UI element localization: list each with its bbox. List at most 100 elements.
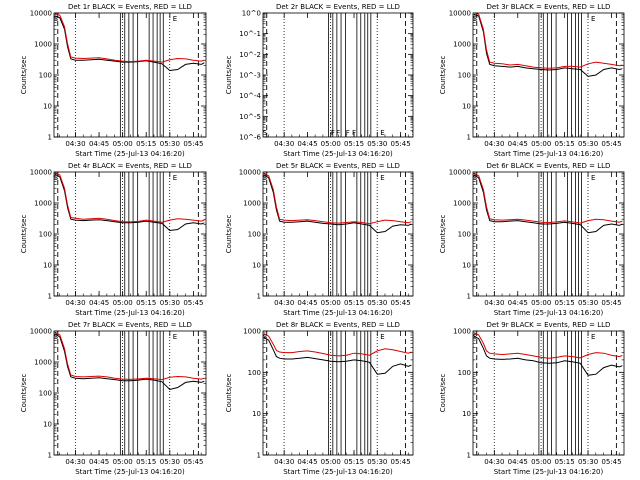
- x-tick-label: 04:30: [274, 140, 294, 148]
- segment-flag: S: [54, 333, 59, 341]
- x-tick-label: 05:30: [578, 458, 598, 466]
- lld-series-line: [54, 172, 205, 223]
- lld-series-line: [263, 172, 412, 225]
- x-tick-label: 04:30: [274, 458, 294, 466]
- x-tick-label: 05:15: [136, 458, 156, 466]
- y-axis-label: Counts/sec: [20, 56, 28, 95]
- plot-frame: [262, 330, 414, 456]
- events-series-line: [473, 174, 623, 234]
- x-tick-label: 04:45: [297, 299, 317, 307]
- y-tick-label: 10^-2: [239, 51, 261, 59]
- x-tick-label: 05:15: [555, 140, 575, 148]
- y-tick-label: 100: [458, 369, 471, 377]
- x-tick-label: 04:45: [297, 458, 317, 466]
- segment-flag: S: [54, 15, 59, 23]
- y-tick-label: 1000: [453, 41, 471, 49]
- x-tick-label: 05:45: [601, 458, 621, 466]
- y-axis-label: Counts/sec: [20, 215, 28, 254]
- detector-panel: Det 4r BLACK = Events, RED = LLD Counts/s…: [20, 162, 207, 317]
- x-tick-label: 04:30: [274, 299, 294, 307]
- segment-flag: F: [336, 129, 340, 137]
- lld-series-line: [473, 172, 623, 224]
- y-tick-label: 1: [467, 293, 471, 301]
- segment-flag: E: [380, 333, 384, 341]
- x-tick-label: 05:15: [555, 458, 575, 466]
- panel-title: Det 7r BLACK = Events, RED = LLD: [68, 321, 192, 329]
- x-tick-label: 04:45: [508, 458, 528, 466]
- segment-flag: S: [263, 333, 268, 341]
- x-tick-label: 04:45: [89, 458, 109, 466]
- y-tick-label: 10^0: [242, 10, 261, 18]
- events-series-line: [263, 174, 412, 234]
- x-tick-label: 04:30: [484, 458, 504, 466]
- lld-series-line: [473, 332, 623, 359]
- x-tick-label: 05:15: [344, 458, 364, 466]
- segment-flag: F: [346, 129, 350, 137]
- segment-flag: E: [591, 15, 595, 23]
- segment-flag: S: [263, 174, 268, 182]
- events-series-line: [473, 13, 623, 77]
- y-tick-label: 10^-5: [239, 113, 261, 121]
- y-tick-label: 1: [48, 452, 52, 460]
- lld-series-line: [54, 13, 205, 63]
- x-axis-label: Start Time (25-Jul-13 04:16:20): [283, 150, 393, 158]
- x-tick-label: 05:00: [113, 458, 133, 466]
- x-tick-label: 05:15: [344, 299, 364, 307]
- panel-title: Det 5r BLACK = Events, RED = LLD: [276, 162, 400, 170]
- segment-flag: S: [473, 174, 478, 182]
- y-tick-label: 100: [39, 390, 52, 398]
- x-tick-label: 05:15: [136, 140, 156, 148]
- x-axis-label: Start Time (25-Jul-13 04:16:20): [75, 468, 185, 476]
- x-tick-label: 05:30: [578, 299, 598, 307]
- segment-flag: E: [591, 174, 595, 182]
- x-tick-label: 05:30: [367, 299, 387, 307]
- segment-flag: E: [380, 129, 384, 137]
- y-tick-label: 10000: [239, 169, 261, 177]
- x-tick-label: 04:45: [89, 299, 109, 307]
- segment-flag: F: [331, 129, 335, 137]
- events-series-line: [54, 333, 205, 391]
- y-axis-label: Counts/sec: [225, 215, 233, 254]
- x-axis-label: Start Time (25-Jul-13 04:16:20): [75, 150, 185, 158]
- x-tick-label: 05:30: [578, 140, 598, 148]
- x-tick-label: 05:45: [390, 299, 410, 307]
- y-axis-label: Counts/sec: [439, 56, 447, 95]
- x-tick-label: 05:00: [113, 140, 133, 148]
- x-tick-label: 05:00: [531, 458, 551, 466]
- detector-panel: Det 5r BLACK = Events, RED = LLD Counts/s…: [225, 162, 414, 317]
- events-series-line: [54, 15, 205, 72]
- x-tick-label: 05:30: [160, 458, 180, 466]
- x-tick-label: 05:00: [531, 299, 551, 307]
- x-tick-label: 05:00: [531, 140, 551, 148]
- x-tick-label: 05:30: [367, 140, 387, 148]
- y-tick-label: 1000: [243, 328, 261, 336]
- y-tick-label: 1: [257, 293, 261, 301]
- x-tick-label: 04:30: [484, 299, 504, 307]
- events-series-line: [473, 335, 623, 376]
- x-tick-label: 05:30: [160, 299, 180, 307]
- y-tick-label: 100: [458, 72, 471, 80]
- x-axis-label: Start Time (25-Jul-13 04:16:20): [283, 309, 393, 317]
- x-tick-label: 05:00: [113, 299, 133, 307]
- x-tick-label: 05:45: [601, 299, 621, 307]
- panel-title: Det 9r BLACK = Events, RED = LLD: [487, 321, 611, 329]
- x-tick-label: 05:15: [555, 299, 575, 307]
- y-tick-label: 1000: [453, 200, 471, 208]
- y-tick-label: 10: [43, 421, 52, 429]
- panel-title: Det 6r BLACK = Events, RED = LLD: [487, 162, 611, 170]
- y-tick-label: 100: [248, 231, 261, 239]
- x-tick-label: 04:30: [65, 458, 85, 466]
- x-tick-label: 05:00: [321, 299, 341, 307]
- x-axis-label: Start Time (25-Jul-13 04:16:20): [283, 468, 393, 476]
- y-tick-label: 10^-3: [239, 72, 261, 80]
- x-axis-label: Start Time (25-Jul-13 04:16:20): [75, 309, 185, 317]
- y-tick-label: 10: [252, 262, 261, 270]
- y-tick-label: 1000: [34, 41, 52, 49]
